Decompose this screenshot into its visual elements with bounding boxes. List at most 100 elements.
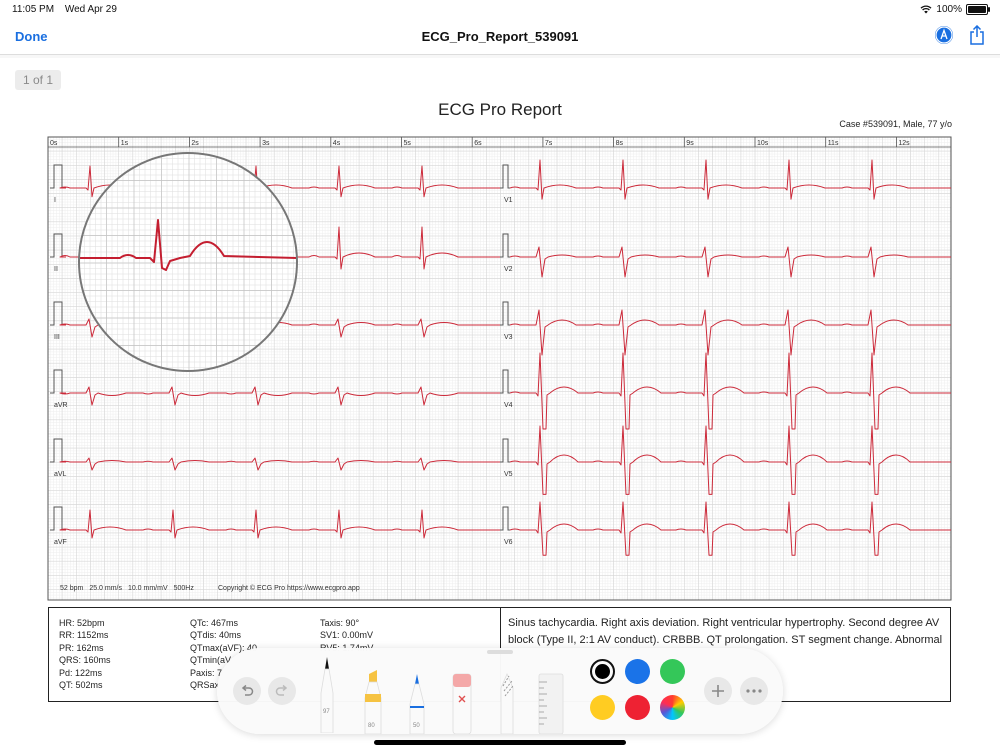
measurement-qtmin: QTmin(aV <box>190 655 232 666</box>
markup-toolbar <box>217 648 783 734</box>
calibration-pulse <box>500 438 510 463</box>
interpretation-text: Sinus tachycardia. Right axis deviation.… <box>508 617 943 646</box>
pencil-width-label: 50 <box>413 723 420 729</box>
lead-label: aVF <box>54 539 67 546</box>
highlighter-tool[interactable] <box>361 670 385 734</box>
time-label: 1s <box>121 140 129 147</box>
color-swatch-black[interactable] <box>590 659 615 684</box>
lead-label: V2 <box>504 266 513 273</box>
color-swatch-blue[interactable] <box>625 659 650 684</box>
undo-button[interactable] <box>233 677 261 705</box>
ecg-trace-right <box>509 425 951 495</box>
lead-label: II <box>54 266 58 273</box>
highlighter-width-label: 80 <box>368 723 375 729</box>
time-label: 6s <box>474 140 482 147</box>
lead-label: V6 <box>504 539 513 546</box>
status-left: 11:05 PM Wed Apr 29 <box>12 4 125 15</box>
pen-width-label: 97 <box>323 709 330 715</box>
footer-rate: 52 bpm <box>60 585 84 592</box>
measurement-rr: RR: 1152ms <box>59 630 109 641</box>
color-swatch-yellow[interactable] <box>590 695 615 720</box>
ecg-settings-footer: 52 bpm 25.0 mm/s 10.0 mm/mV 500Hz <box>60 585 198 592</box>
lead-label: aVR <box>54 402 68 409</box>
time-label: 9s <box>686 140 694 147</box>
time-label: 0s <box>50 140 58 147</box>
time-label: 10s <box>757 140 769 147</box>
time-label: 7s <box>545 140 553 147</box>
report-title: ECG Pro Report <box>438 100 562 119</box>
document-title: ECG_Pro_Report_539091 <box>421 29 579 44</box>
time-label: 12s <box>898 140 910 147</box>
navigation-bar: Done ECG_Pro_Report_539091 <box>0 20 1000 55</box>
measurement-taxis: Taxis: 90° <box>320 618 360 628</box>
ecg-trace-right <box>509 159 951 200</box>
ecg-trace-right <box>509 352 951 430</box>
measurement-rv5: RV5: 1.74mV <box>320 642 373 654</box>
lead-label: V5 <box>504 471 513 478</box>
status-date: Wed Apr 29 <box>64 4 117 15</box>
magnified-ecg-trace <box>79 219 297 271</box>
toolbar-grabber[interactable] <box>487 650 513 654</box>
ruler-tool[interactable] <box>537 672 565 734</box>
ecg-trace-right <box>509 501 951 556</box>
color-swatch-red[interactable] <box>625 695 650 720</box>
measurement-paxis: Paxis: 7 <box>190 667 223 678</box>
measurement-sv1: SV1: 0.00mV <box>320 630 374 641</box>
status-bar: 11:05 PM Wed Apr 29 100% <box>0 0 1000 20</box>
ellipsis-icon <box>746 689 762 693</box>
measurement-qtdis: QTdis: 40ms <box>190 630 242 641</box>
footer-speed: 25.0 mm/s <box>89 585 122 592</box>
lead-label: V3 <box>504 334 513 341</box>
measurement-hr: HR: 52bpm <box>59 618 105 628</box>
pen-tool[interactable] <box>316 655 338 733</box>
measurement-column-1: HR: 52bpm RR: 1152ms PR: 162ms QRS: 160m… <box>59 617 111 691</box>
eraser-tool[interactable] <box>450 672 474 734</box>
lead-label: III <box>54 334 60 341</box>
time-label: 5s <box>404 140 412 147</box>
ecg-trace-left <box>59 457 500 471</box>
case-info: Case #539091, Male, 77 y/o <box>839 119 952 129</box>
battery-icon <box>966 4 990 15</box>
measurement-qtmax: QTmax(aVF): 40 <box>190 642 258 653</box>
undo-icon <box>241 684 254 696</box>
time-label: 2s <box>191 140 199 147</box>
footer-filter: 500Hz <box>173 585 194 592</box>
measurement-pr: PR: 162ms <box>59 642 104 653</box>
calibration-pulse <box>500 164 510 189</box>
lead-labels: I V1 II V2 III V3 aVR V4 aVL V5 aVF V6 <box>54 197 513 546</box>
measurement-column-2: QTc: 467ms QTdis: 40ms QTmax(aVF): 40 QT… <box>190 617 257 691</box>
measurement-pd: Pd: 122ms <box>59 667 103 678</box>
redo-button[interactable] <box>268 677 296 705</box>
home-indicator <box>374 740 626 745</box>
color-picker-spectrum[interactable] <box>660 695 685 720</box>
color-swatch-green[interactable] <box>660 659 685 684</box>
measurement-qrs: QRS: 160ms <box>59 655 111 666</box>
magnifier-loupe <box>78 152 298 372</box>
pencil-tool[interactable] <box>406 672 428 734</box>
done-button[interactable]: Done <box>15 29 48 44</box>
add-button[interactable] <box>704 677 732 705</box>
time-axis: 0s 1s 2s 3s 4s 5s 6s 7s 8s 9s 10s 11s 12s <box>47 137 910 147</box>
battery-percent: 100% <box>936 4 962 15</box>
lasso-tool[interactable] <box>495 672 519 734</box>
ecg-trace-right <box>509 246 951 278</box>
lead-label: aVL <box>54 471 67 478</box>
wifi-icon <box>920 5 932 14</box>
status-time: 11:05 PM <box>12 4 55 15</box>
calibration-pulse <box>500 301 510 326</box>
measurement-qrsaxis: QRSax <box>190 680 220 691</box>
more-button[interactable] <box>740 677 768 705</box>
share-icon[interactable] <box>968 25 986 45</box>
ecg-trace-left <box>59 386 500 406</box>
lead-label: I <box>54 197 56 204</box>
measurement-qtc: QTc: 467ms <box>190 618 239 628</box>
time-label: 4s <box>333 140 341 147</box>
ecg-grid <box>47 136 952 601</box>
time-label: 3s <box>262 140 270 147</box>
ecg-trace-right <box>509 309 951 356</box>
lead-label: V1 <box>504 197 513 204</box>
markup-pen-icon[interactable] <box>935 26 953 44</box>
measurement-qt: QT: 502ms <box>59 680 103 691</box>
ecg-traces <box>50 159 951 556</box>
plus-icon <box>712 685 724 697</box>
